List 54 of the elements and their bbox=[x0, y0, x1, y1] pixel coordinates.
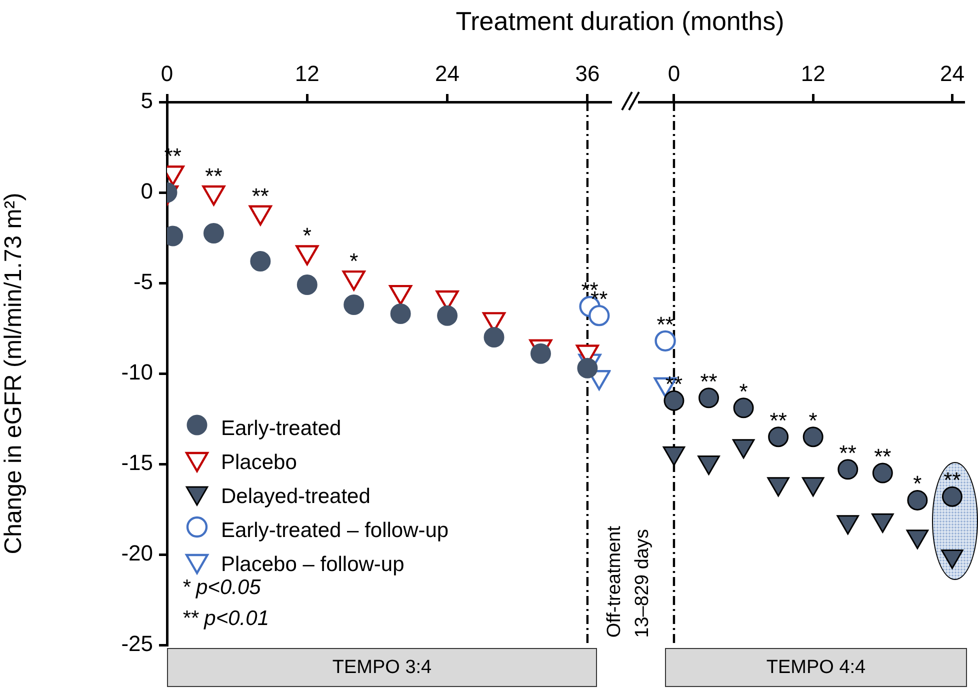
y-tick-label: 5 bbox=[140, 88, 153, 114]
x-tick-label: 12 bbox=[294, 60, 320, 86]
point bbox=[872, 513, 894, 533]
annotation: * p<0.05 bbox=[182, 576, 261, 600]
point bbox=[906, 530, 929, 550]
point bbox=[698, 455, 720, 475]
annotation: ** bbox=[252, 183, 270, 208]
annotation: * bbox=[350, 248, 359, 274]
annotation: * bbox=[302, 223, 312, 248]
y-tick-label: -25 bbox=[121, 631, 153, 656]
annotation: 13–829 days bbox=[632, 529, 654, 638]
point bbox=[662, 446, 686, 466]
point bbox=[802, 426, 824, 448]
annotation: ** bbox=[944, 468, 962, 493]
x-tick-label: 12 bbox=[800, 60, 826, 86]
text: Delayed-treated bbox=[221, 484, 370, 508]
y-tick-label: 0 bbox=[140, 178, 153, 204]
y-tick-label: -20 bbox=[121, 540, 153, 566]
y-tick-label: -15 bbox=[121, 450, 153, 476]
x-tick-label: 24 bbox=[940, 60, 964, 86]
annotation: * bbox=[808, 408, 818, 433]
y-axis-title: Change in eGFR (ml/min/1.73 m²) bbox=[0, 192, 28, 554]
point bbox=[664, 390, 684, 411]
text: TEMPO 3:4 bbox=[167, 648, 597, 687]
x-tick-label: 0 bbox=[160, 60, 174, 86]
annotation: ** bbox=[700, 368, 718, 394]
annotation: ** bbox=[770, 408, 788, 433]
annotation: * bbox=[739, 378, 748, 404]
annotation: ** bbox=[656, 312, 674, 337]
y-tick-label: -10 bbox=[121, 360, 153, 385]
point bbox=[941, 550, 964, 570]
point bbox=[768, 426, 789, 448]
point bbox=[733, 398, 754, 418]
annotation: ** p<0.01 bbox=[182, 607, 269, 631]
point bbox=[654, 330, 676, 352]
x-axis-title: Treatment duration (months) bbox=[454, 6, 786, 37]
x-tick-label: 0 bbox=[668, 60, 680, 86]
annotation: ** bbox=[205, 164, 223, 188]
point bbox=[767, 477, 790, 497]
x-tick-label: 36 bbox=[575, 60, 600, 86]
annotation: Off-treatment bbox=[604, 526, 626, 638]
point bbox=[802, 477, 824, 497]
legend-label: Placebo – follow-up bbox=[221, 552, 404, 576]
legend-label: Early-treated bbox=[221, 416, 342, 440]
legend-label: Early-treated – follow-up bbox=[221, 518, 449, 542]
y-tick-label: -5 bbox=[133, 269, 153, 294]
point bbox=[698, 388, 720, 408]
text: TEMPO 4:4 bbox=[665, 648, 967, 687]
point bbox=[836, 515, 860, 535]
legend-label: Placebo bbox=[221, 450, 297, 474]
annotation: ** bbox=[874, 444, 892, 470]
annotation: * bbox=[913, 471, 922, 496]
annotation: ** bbox=[839, 440, 857, 466]
x-tick-label: 24 bbox=[435, 60, 460, 86]
